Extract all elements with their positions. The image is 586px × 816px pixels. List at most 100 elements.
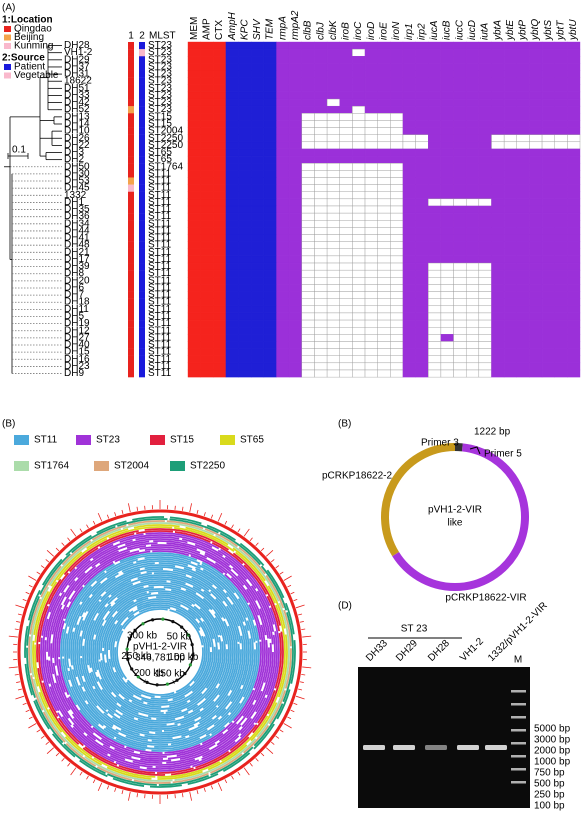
heatmap-cell: [390, 348, 404, 356]
heatmap-cell: [465, 56, 480, 64]
heatmap-cell: [213, 170, 227, 178]
mlst-label: ST11: [148, 311, 172, 322]
heatmap-cell: [390, 248, 404, 257]
feature-glyph: [125, 647, 129, 651]
heatmap-cell: [516, 327, 530, 335]
blast-ring: [64, 556, 256, 748]
heatmap-cell: [364, 148, 378, 157]
heatmap-cell: [465, 141, 480, 150]
gene-header: iucD: [467, 20, 478, 40]
heatmap-cell: [200, 120, 214, 128]
heatmap-cell: [440, 269, 454, 278]
heatmap-cell: [364, 291, 378, 299]
heatmap-cell: [251, 341, 265, 349]
heatmap-cell: [377, 155, 391, 164]
heatmap-cell: [428, 291, 442, 299]
heatmap-cell: [301, 277, 315, 285]
heatmap-cell: [213, 148, 227, 157]
heatmap-cell: [529, 369, 543, 378]
heatmap-cell: [326, 291, 340, 299]
heatmap-cell: [478, 327, 492, 335]
location-cell: [128, 220, 134, 228]
heatmap-cell: [402, 319, 416, 328]
heatmap-cell: [314, 234, 328, 242]
heatmap-cell: [200, 113, 214, 121]
heatmap-cell: [390, 312, 404, 321]
heatmap-cell: [352, 177, 366, 185]
heatmap-cell: [390, 241, 404, 249]
gene-header: KPC: [239, 19, 250, 40]
heatmap-cell: [339, 170, 353, 178]
feature-glyph: [183, 672, 187, 676]
heatmap-cell: [529, 105, 543, 114]
heatmap-cell: [503, 41, 517, 50]
source-cell: [139, 70, 145, 78]
heatmap-cell: [251, 212, 265, 221]
heatmap-cell: [314, 177, 328, 185]
gene-tick: [299, 681, 304, 683]
backbone: [126, 618, 194, 686]
strain-label: DH20: [64, 275, 90, 286]
heatmap-cell: [339, 105, 353, 114]
heatmap-cell: [238, 77, 252, 85]
strain-label: DH2: [64, 154, 84, 165]
heatmap-cell: [352, 134, 366, 143]
heatmap-cell: [301, 269, 315, 278]
heatmap-cell: [541, 148, 555, 157]
heatmap-cell: [567, 84, 581, 93]
heatmap-cell: [288, 98, 303, 107]
heatmap-cell: [288, 269, 303, 278]
heatmap-cell: [200, 148, 214, 157]
heatmap-cell: [352, 355, 366, 364]
heatmap-cell: [238, 155, 252, 164]
heatmap-cell: [314, 163, 328, 171]
heatmap-cell: [390, 227, 404, 235]
heatmap-cell: [288, 205, 303, 214]
mlst-label: ST11: [148, 190, 172, 201]
heatmap-cell: [301, 63, 315, 71]
gene-header: iucA: [429, 20, 440, 40]
heatmap-cell: [187, 148, 201, 157]
location-cell: [128, 99, 134, 107]
feature-glyph: [150, 618, 155, 622]
heatmap-cell: [415, 341, 429, 349]
heatmap-cell: [225, 155, 239, 164]
heatmap-cell: [478, 127, 492, 135]
heatmap-cell: [377, 269, 391, 278]
heatmap-cell: [567, 341, 581, 349]
heatmap-cell: [541, 70, 555, 78]
heatmap-cell: [213, 227, 227, 235]
heatmap-cell: [402, 91, 416, 100]
mlst-label: ST11: [148, 347, 172, 358]
heatmap-cell: [554, 127, 568, 135]
heatmap-cell: [554, 198, 568, 207]
heatmap-cell: [238, 48, 252, 57]
heatmap-cell: [415, 355, 429, 364]
heatmap-cell: [465, 77, 480, 85]
heatmap-cell: [478, 220, 492, 228]
gene-header: ybtT: [556, 20, 567, 41]
heatmap-cell: [440, 91, 454, 100]
heatmap-cell: [567, 198, 581, 207]
heatmap-cell: [377, 70, 391, 78]
gene-header: rmpA2: [290, 10, 301, 40]
heatmap-cell: [491, 148, 505, 157]
heatmap-cell: [314, 241, 328, 249]
heatmap-cell: [377, 227, 391, 235]
heatmap-cell: [288, 305, 303, 314]
mlst-label: ST23: [148, 61, 172, 72]
mlst-label: ST11: [148, 261, 172, 272]
source-cell: [139, 99, 145, 107]
heatmap-cell: [402, 184, 416, 192]
gene-tick: [275, 565, 280, 569]
heatmap-cell: [478, 98, 492, 107]
heatmap-cell: [276, 184, 290, 192]
gene-tick: [61, 758, 65, 762]
heatmap-cell: [390, 70, 404, 78]
heatmap-cell: [541, 227, 555, 235]
blast-ring: [94, 586, 226, 718]
heatmap-cell: [263, 369, 277, 378]
heatmap-cell: [567, 355, 581, 364]
heatmap-cell: [225, 70, 239, 78]
location-cell: [128, 184, 134, 192]
